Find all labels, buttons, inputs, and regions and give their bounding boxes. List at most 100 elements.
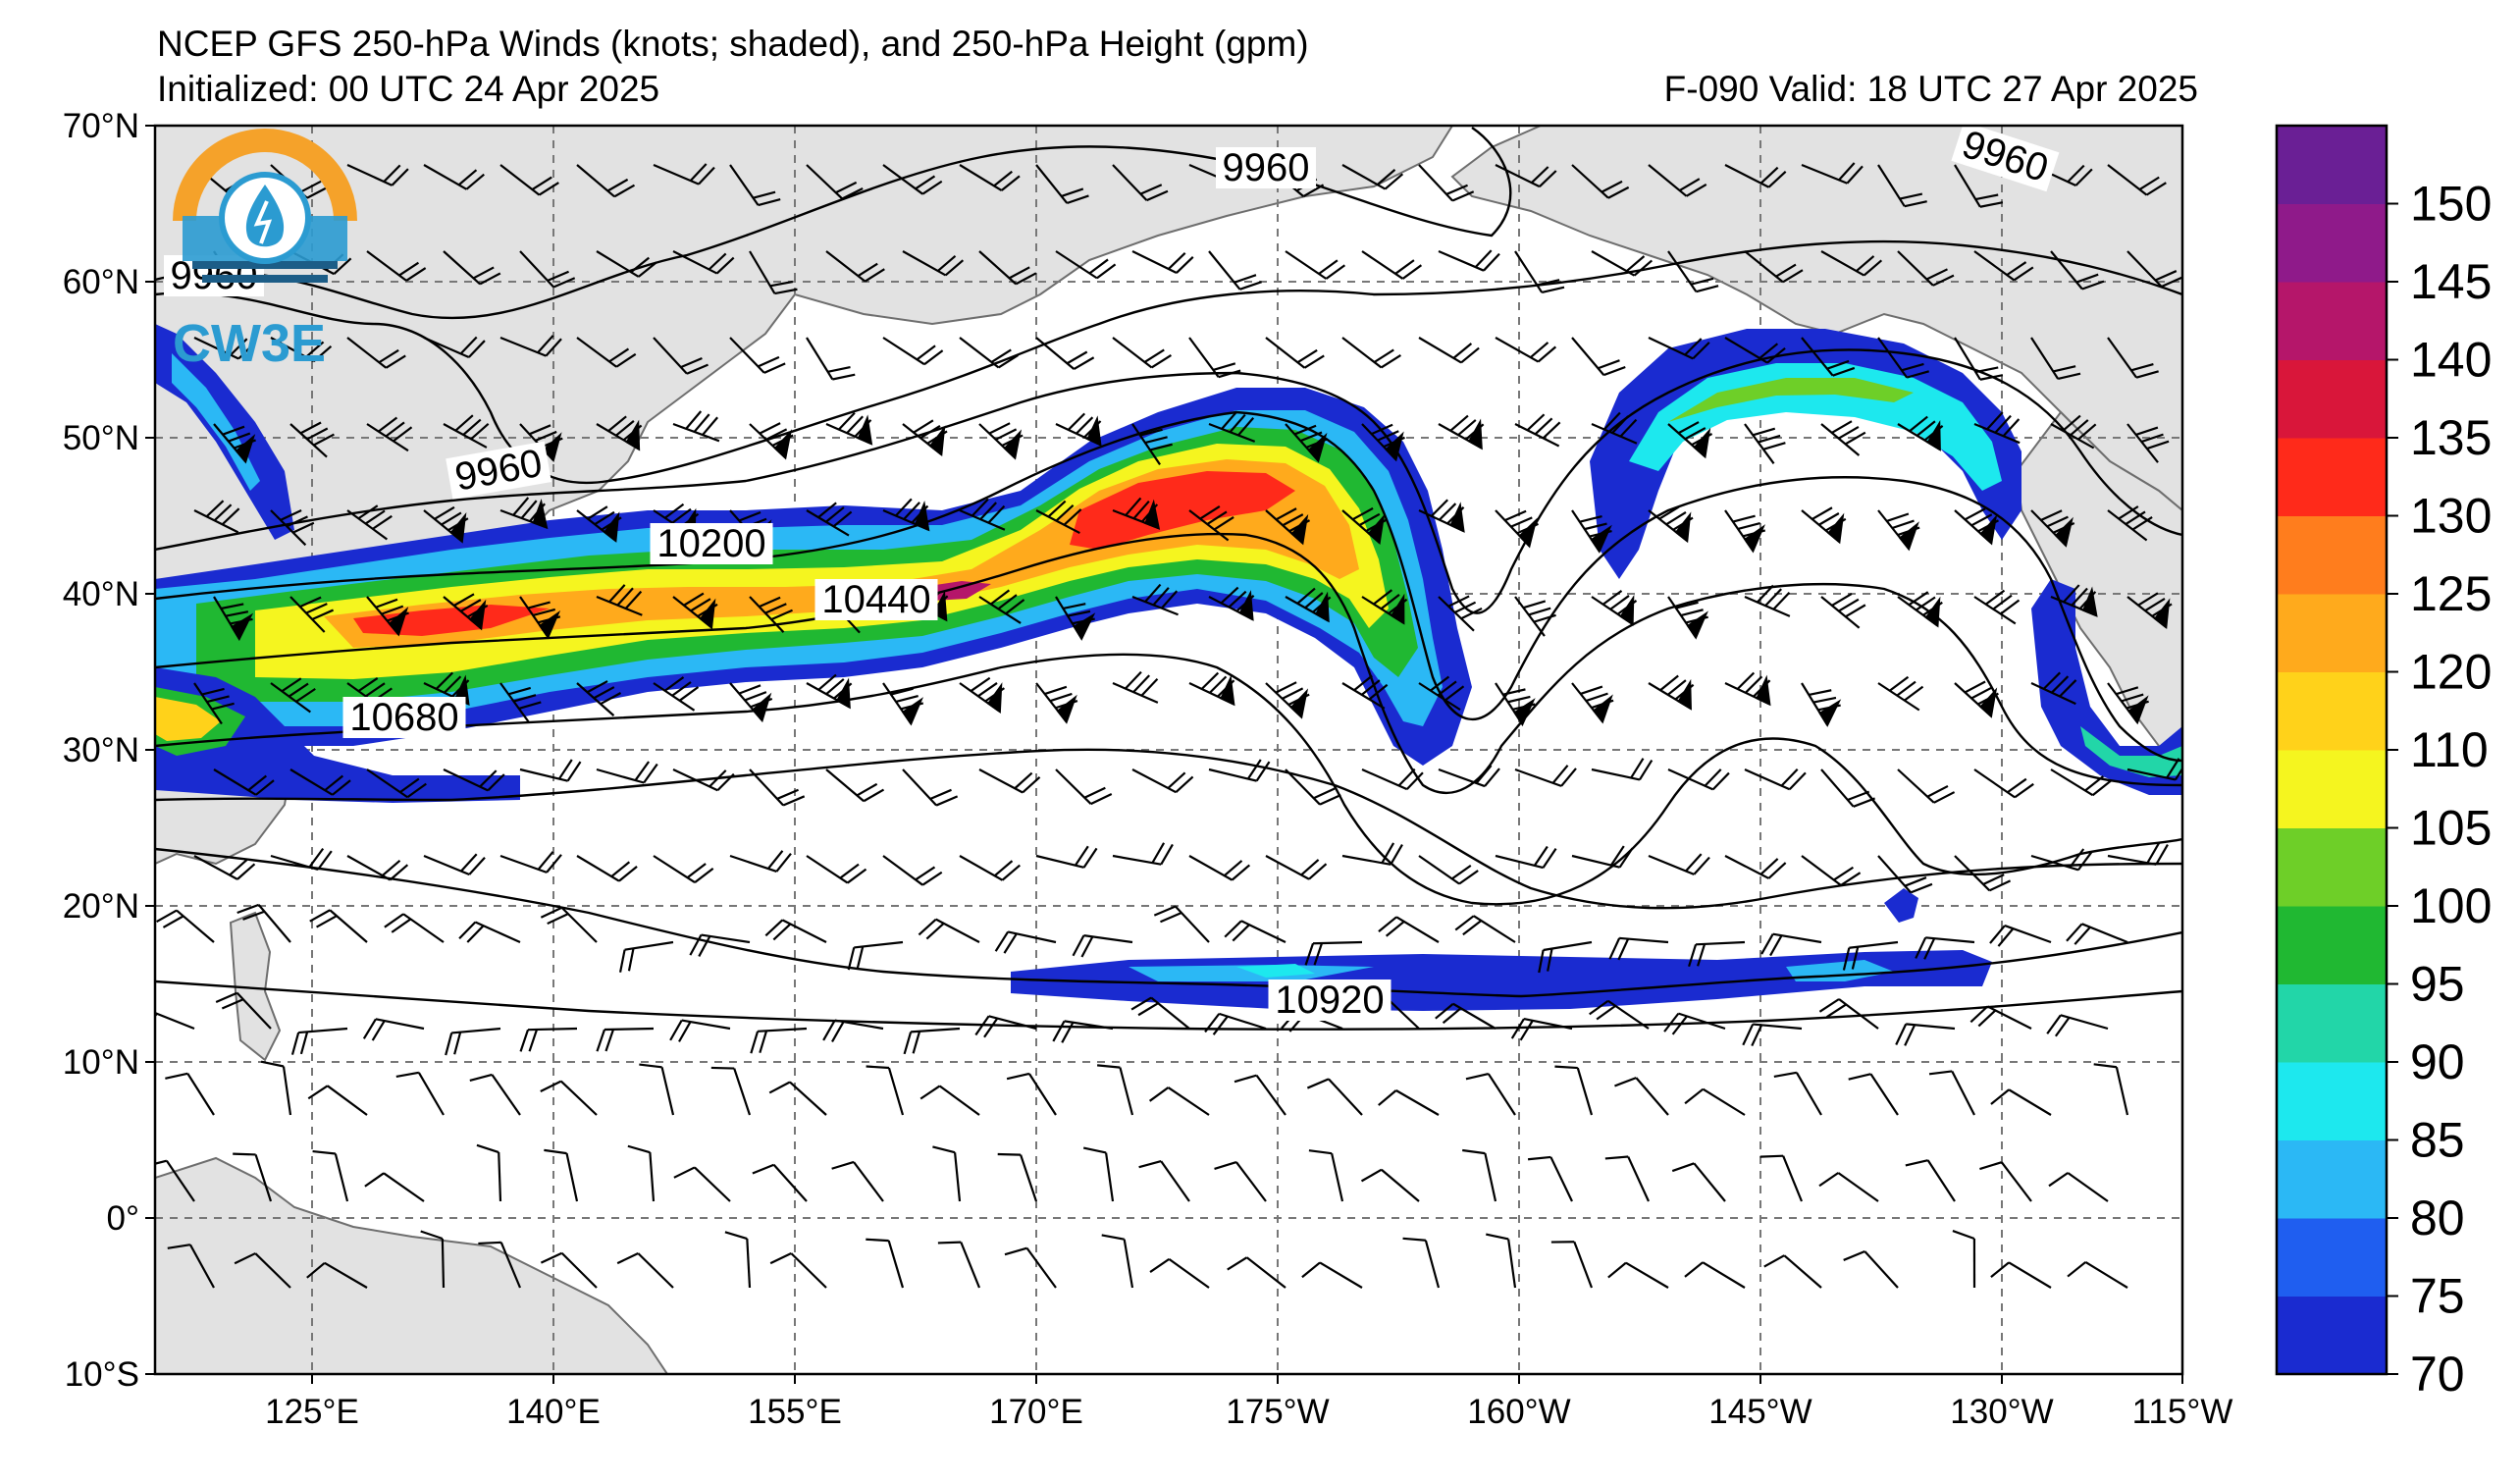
valid-time-label: F-090 Valid: 18 UTC 27 Apr 2025 — [1663, 69, 2198, 109]
wind-barb — [309, 909, 368, 943]
contour-label: 10200 — [650, 522, 773, 565]
wind-barb — [1418, 855, 1479, 885]
wind-barb — [1306, 1078, 1363, 1116]
wind-barb — [596, 1027, 655, 1052]
wind-barb — [1648, 337, 1710, 360]
wind-barb — [1990, 1261, 2052, 1289]
wind-barb — [1663, 1012, 1726, 1035]
wind-barb — [1188, 337, 1241, 379]
colorbar-segment — [2277, 906, 2387, 984]
wind-barb — [2050, 250, 2105, 291]
wind-barb — [1608, 936, 1669, 961]
wind-barb — [831, 1160, 884, 1202]
contour-label: 9960 — [1216, 146, 1316, 189]
wind-barb — [1877, 675, 1924, 712]
wind-barb — [193, 682, 235, 725]
wind-barb — [307, 1085, 368, 1116]
wind-barb — [270, 508, 315, 547]
colorbar-segment — [2277, 594, 2387, 672]
wind-barb — [1760, 932, 1822, 957]
colorbar-tick-label: 70 — [2410, 1347, 2465, 1402]
wind-barb — [1801, 337, 1856, 377]
wind-barb — [1763, 1254, 1822, 1289]
wind-barb — [1820, 593, 1866, 629]
wind-barb — [499, 851, 562, 874]
wind-barb — [1341, 164, 1404, 190]
wind-barb — [540, 906, 598, 943]
wind-barbs — [155, 162, 2182, 1289]
wind-barb — [1265, 337, 1325, 369]
wind-barb — [750, 1027, 808, 1054]
wind-barb — [213, 596, 254, 642]
wind-barb — [2030, 671, 2077, 706]
wind-barb — [2107, 505, 2153, 542]
wind-barb — [1591, 758, 1654, 781]
jet-blob-east — [1884, 888, 1918, 923]
wind-barb — [902, 419, 948, 457]
lat-tick-label: 0° — [107, 1199, 139, 1238]
wind-barb — [1438, 249, 1500, 272]
wind-barb — [1538, 940, 1593, 974]
wind-barb — [1227, 1256, 1286, 1289]
wind-barb — [1667, 421, 1713, 459]
svg-text:10920: 10920 — [1275, 979, 1384, 1022]
wind-speed-shading — [155, 324, 2182, 1011]
wind-barb — [1285, 587, 1332, 623]
wind-barb — [1877, 855, 1933, 894]
wind-barb — [768, 1081, 827, 1116]
wind-barb — [289, 421, 335, 458]
lat-tick-label: 10°N — [63, 1043, 139, 1082]
wind-barb — [290, 1027, 348, 1055]
wind-barb — [1773, 1071, 1822, 1116]
colorbar-segment — [2277, 1062, 2387, 1140]
wind-barb — [978, 589, 1025, 624]
wind-barb — [1055, 596, 1096, 641]
wind-barb — [1418, 337, 1480, 364]
wind-barb — [155, 1009, 195, 1033]
wind-barb — [653, 676, 700, 712]
wind-barb — [1418, 675, 1465, 712]
wind-barb — [1842, 940, 1899, 971]
wind-barb — [519, 423, 563, 463]
wind-barb — [1035, 337, 1095, 370]
wind-barb — [689, 933, 751, 957]
colorbar-segment — [2277, 359, 2387, 439]
wind-barb — [627, 1144, 656, 1202]
wind-barb — [1454, 915, 1516, 943]
wind-barb — [289, 768, 351, 796]
wind-barb — [395, 1071, 445, 1116]
wind-barb — [1304, 940, 1363, 966]
land-north-america-west — [2015, 410, 2182, 787]
init-time-label: Initialized: 00 UTC 24 Apr 2025 — [157, 69, 660, 109]
wind-barb — [1897, 415, 1944, 451]
wind-barb — [1973, 768, 2034, 799]
wind-barb — [1418, 499, 1465, 533]
jet-westcoast-90 — [2080, 726, 2182, 777]
lat-tick-label: 40°N — [63, 575, 139, 613]
wind-barb — [1591, 411, 1638, 445]
wind-barb — [499, 164, 559, 196]
colorbar-tick-label: 140 — [2410, 333, 2492, 388]
wind-barb — [729, 850, 792, 874]
colorbar-segment — [2277, 126, 2387, 204]
wind-barb — [1495, 164, 1557, 188]
wind-barb — [215, 991, 272, 1030]
wind-barb — [1208, 759, 1271, 782]
wind-barb — [1495, 337, 1557, 363]
wind-barb — [1744, 423, 1786, 464]
wind-barb — [974, 1015, 1037, 1038]
wind-barb — [576, 337, 637, 368]
wind-barb — [806, 164, 864, 200]
wind-barb — [1462, 1148, 1497, 1202]
wind-barb — [346, 855, 409, 881]
wind-barb — [1341, 337, 1401, 369]
wind-barb — [2046, 1014, 2109, 1037]
wind-barb — [1112, 842, 1174, 866]
wind-barb — [1361, 589, 1408, 625]
wind-barb — [672, 410, 720, 443]
wind-barb — [2030, 337, 2081, 381]
land-borneo-newguinea — [155, 1156, 669, 1374]
wind-barb — [729, 682, 773, 723]
colorbar-tick-label: 125 — [2410, 566, 2492, 621]
wind-barb — [1006, 1072, 1057, 1116]
